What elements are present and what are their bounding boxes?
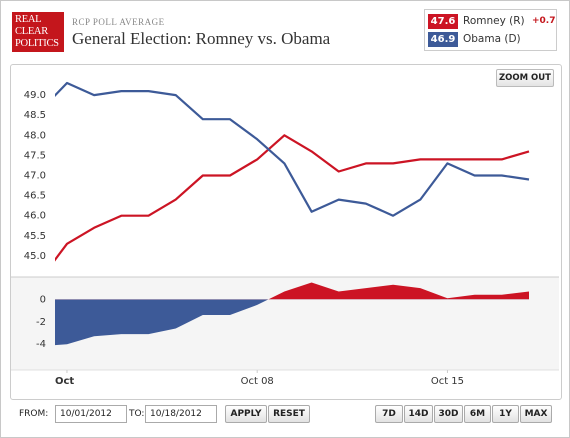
apply-button[interactable]: APPLY (225, 405, 267, 423)
range-button[interactable]: 7D (375, 405, 403, 423)
y-tick-label: 47.5 (24, 150, 46, 161)
y-tick-label: 45.5 (24, 231, 46, 242)
x-tick-label: Oct 15 (431, 376, 464, 387)
to-input[interactable]: 10/18/2012 (145, 405, 217, 423)
y-tick-label: 49.0 (24, 90, 46, 101)
legend-name: Romney (R) (463, 15, 525, 27)
range-button[interactable]: 6M (464, 405, 491, 423)
series-line (55, 81, 530, 217)
from-input[interactable]: 10/01/2012 (55, 405, 127, 423)
range-button[interactable]: 30D (434, 405, 463, 423)
x-tick-label: Oct (55, 376, 74, 387)
reset-button[interactable]: RESET (268, 405, 310, 423)
legend-name: Obama (D) (463, 33, 521, 45)
from-label: FROM: (19, 409, 49, 419)
zoom-out-button[interactable]: ZOOM OUT (496, 69, 554, 87)
legend-value: 46.9 (428, 32, 458, 47)
legend-value: 47.6 (428, 14, 458, 29)
logo-line: CLEAR (15, 26, 48, 37)
x-tick-label: Oct 08 (241, 376, 274, 387)
controls: FROM: 10/01/2012 TO: 10/18/2012 APPLY RE… (10, 400, 560, 430)
chart: 45.0 45.5 46.0 46.5 47.0 47.5 48.0 48.5 49.0 Oct O… (11, 81, 559, 387)
logo[interactable]: REAL CLEAR POLITICS (12, 12, 64, 52)
kicker: RCP POLL AVERAGE (72, 17, 165, 27)
y-tick-label: 46.5 (24, 191, 46, 202)
logo-line: POLITICS (15, 38, 59, 49)
y-tick-label: 48.5 (24, 110, 46, 121)
y-tick-label: 45.0 (24, 251, 46, 262)
spread-area (55, 282, 529, 300)
range-button[interactable]: 1Y (492, 405, 519, 423)
range-button[interactable]: MAX (520, 405, 552, 423)
chart-title: General Election: Romney vs. Obama (72, 29, 331, 48)
y-tick-label: 48.0 (24, 130, 46, 141)
range-button[interactable]: 14D (404, 405, 433, 423)
to-label: TO: (129, 409, 145, 419)
legend: 47.6 Romney (R) +0.7 46.9 Obama (D) (424, 9, 557, 51)
series-line (55, 134, 530, 262)
y-tick-label: 47.0 (24, 171, 46, 182)
legend-change: +0.7 (532, 16, 556, 26)
y-tick-label: -2 (36, 317, 46, 328)
y-tick-label: -4 (36, 339, 46, 350)
y-tick-label: 46.0 (24, 211, 46, 222)
y-tick-label: 0 (40, 294, 46, 305)
spread-area (55, 299, 269, 346)
logo-line: REAL (15, 14, 42, 25)
